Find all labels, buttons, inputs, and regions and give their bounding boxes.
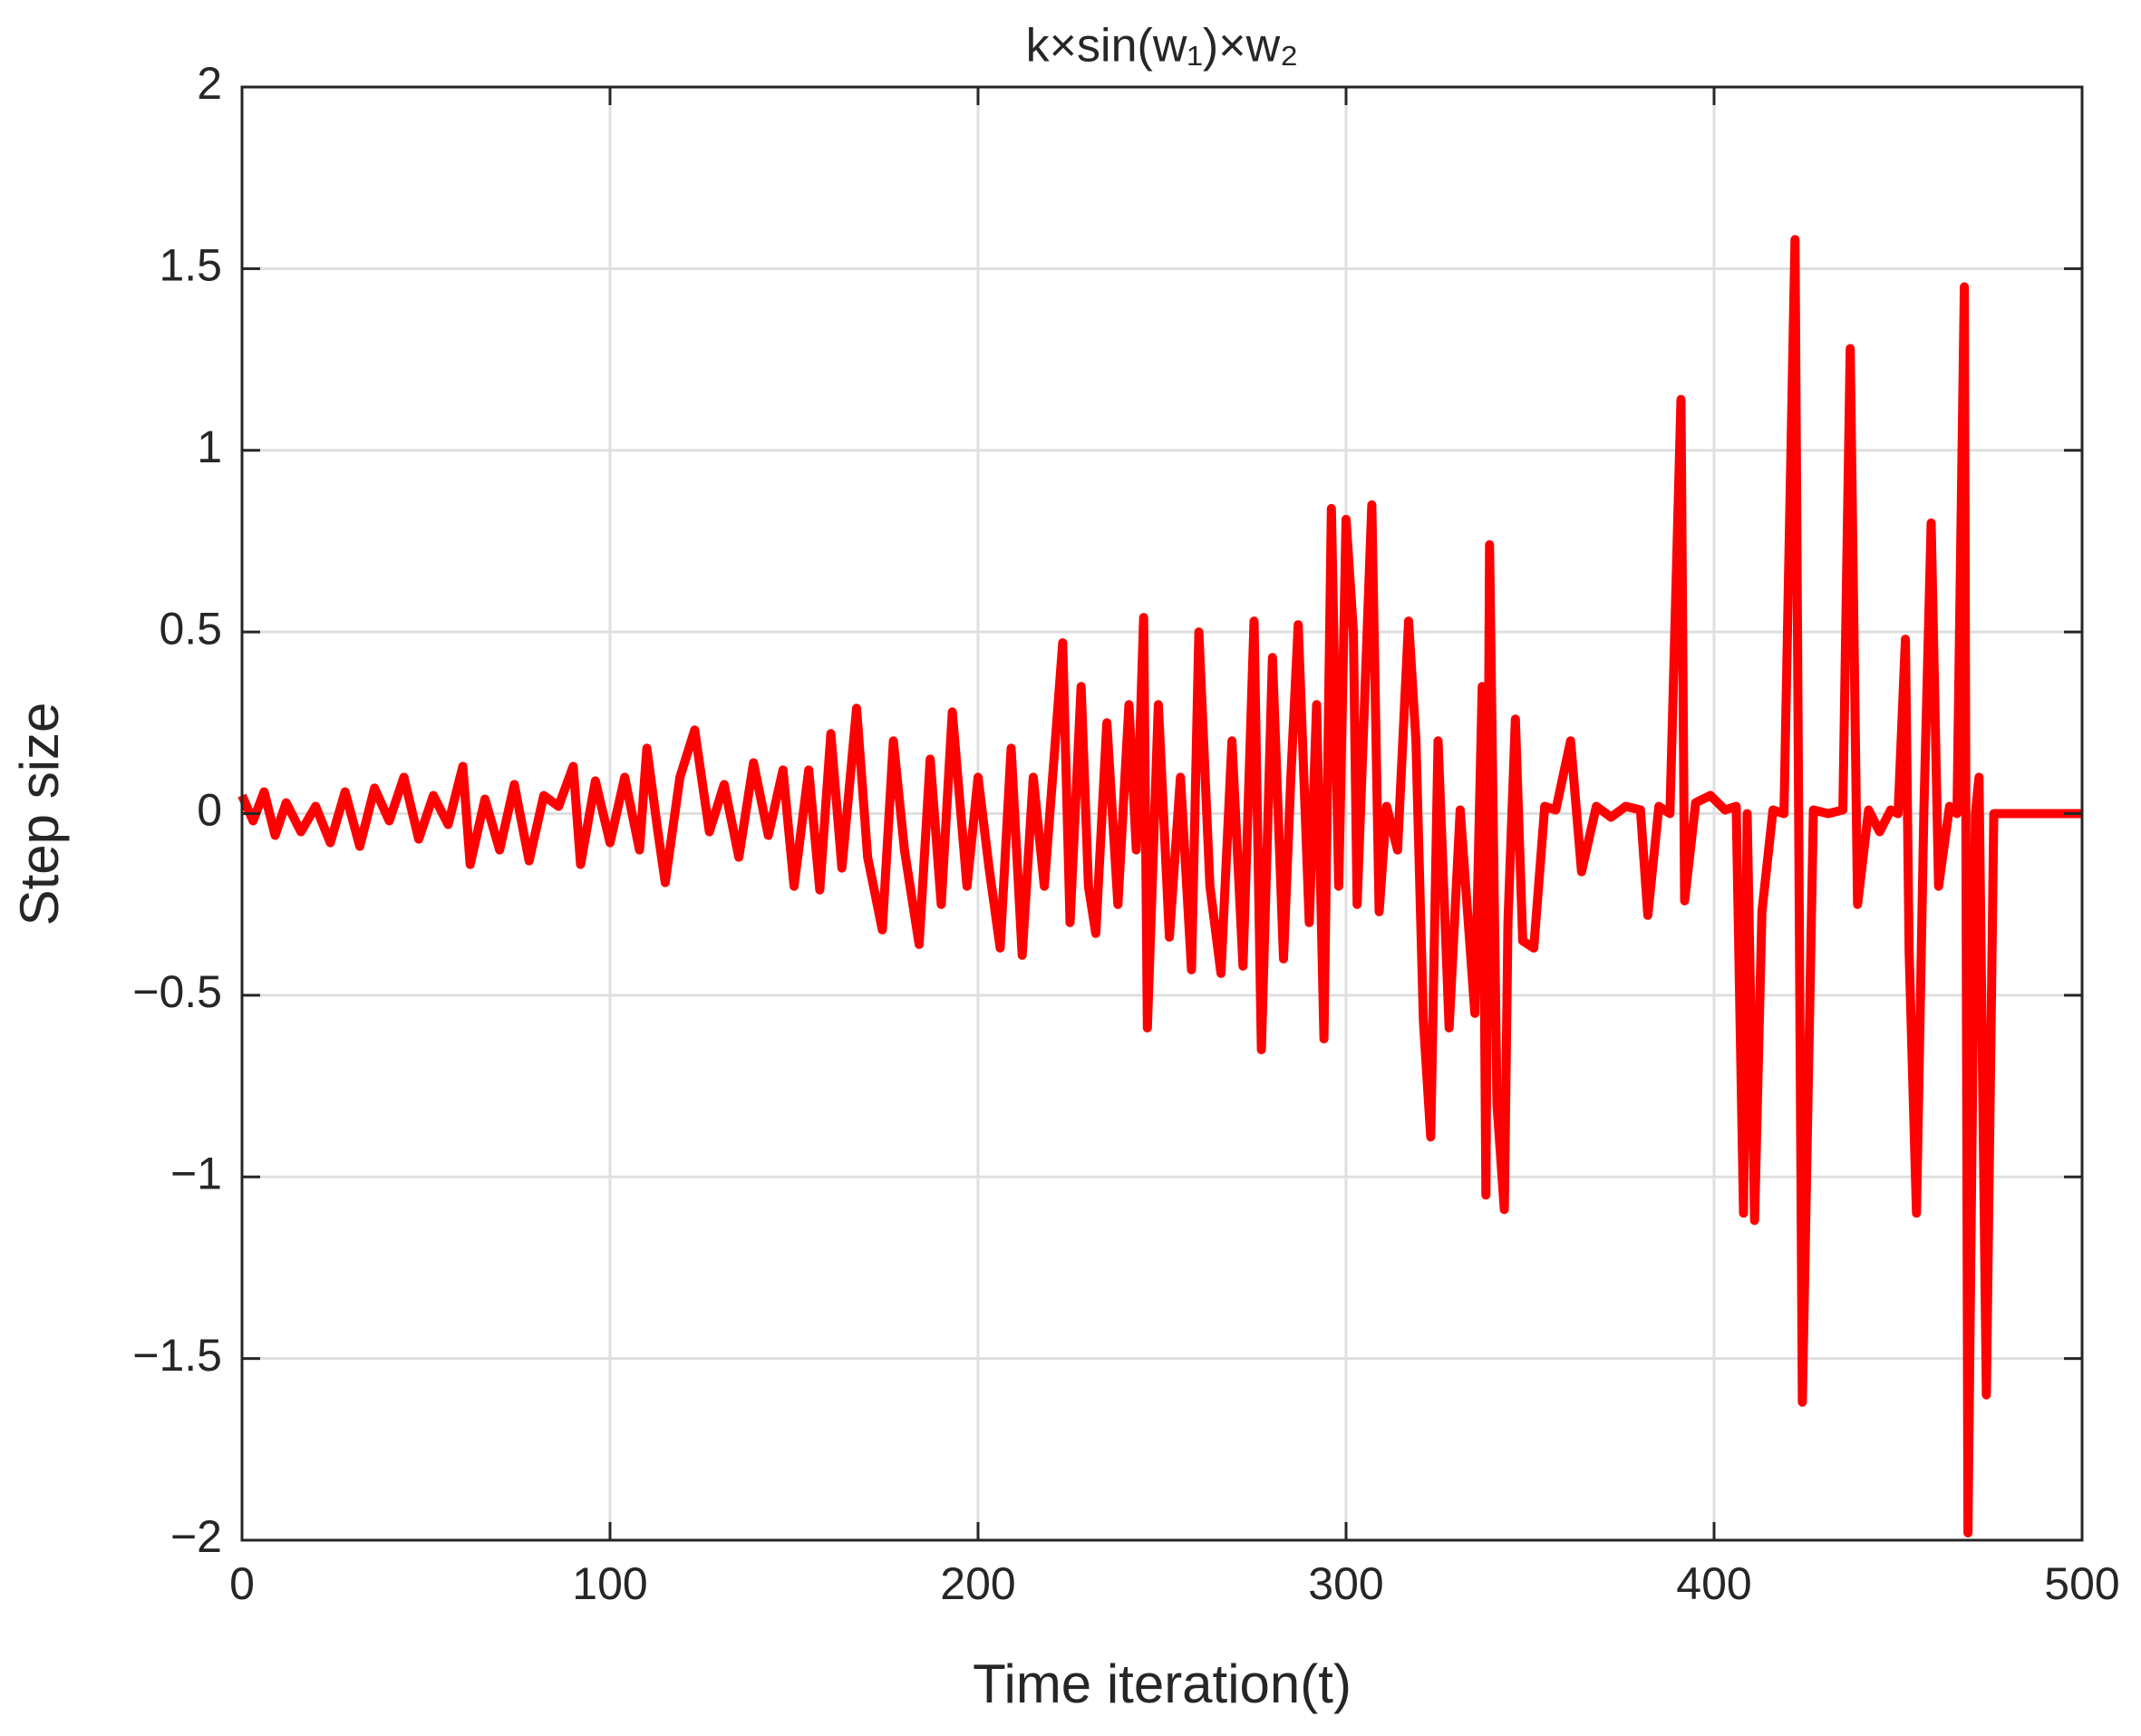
y-tick-label: −1 <box>170 1148 222 1198</box>
x-tick-label: 0 <box>229 1558 255 1609</box>
x-tick-label: 200 <box>940 1558 1015 1609</box>
y-tick-label: −2 <box>170 1511 222 1562</box>
y-tick-label: 0 <box>197 785 222 836</box>
y-axis-label: Step size <box>9 703 70 926</box>
y-tick-label: 0.5 <box>159 603 222 654</box>
y-tick-label: −0.5 <box>132 966 222 1017</box>
x-tick-label: 100 <box>572 1558 647 1609</box>
y-tick-label: −1.5 <box>132 1330 222 1381</box>
x-axis-label: Time iteration(t) <box>973 1654 1351 1714</box>
y-tick-label: 2 <box>197 58 222 109</box>
y-tick-label: 1.5 <box>159 240 222 291</box>
x-tick-label: 300 <box>1308 1558 1383 1609</box>
x-tick-label: 500 <box>2044 1558 2119 1609</box>
y-tick-label: 1 <box>197 422 222 472</box>
chart-title: k×sin(w₁)×w₂ <box>1026 20 1299 73</box>
data-line <box>237 235 2082 1537</box>
x-tick-label: 400 <box>1676 1558 1751 1609</box>
